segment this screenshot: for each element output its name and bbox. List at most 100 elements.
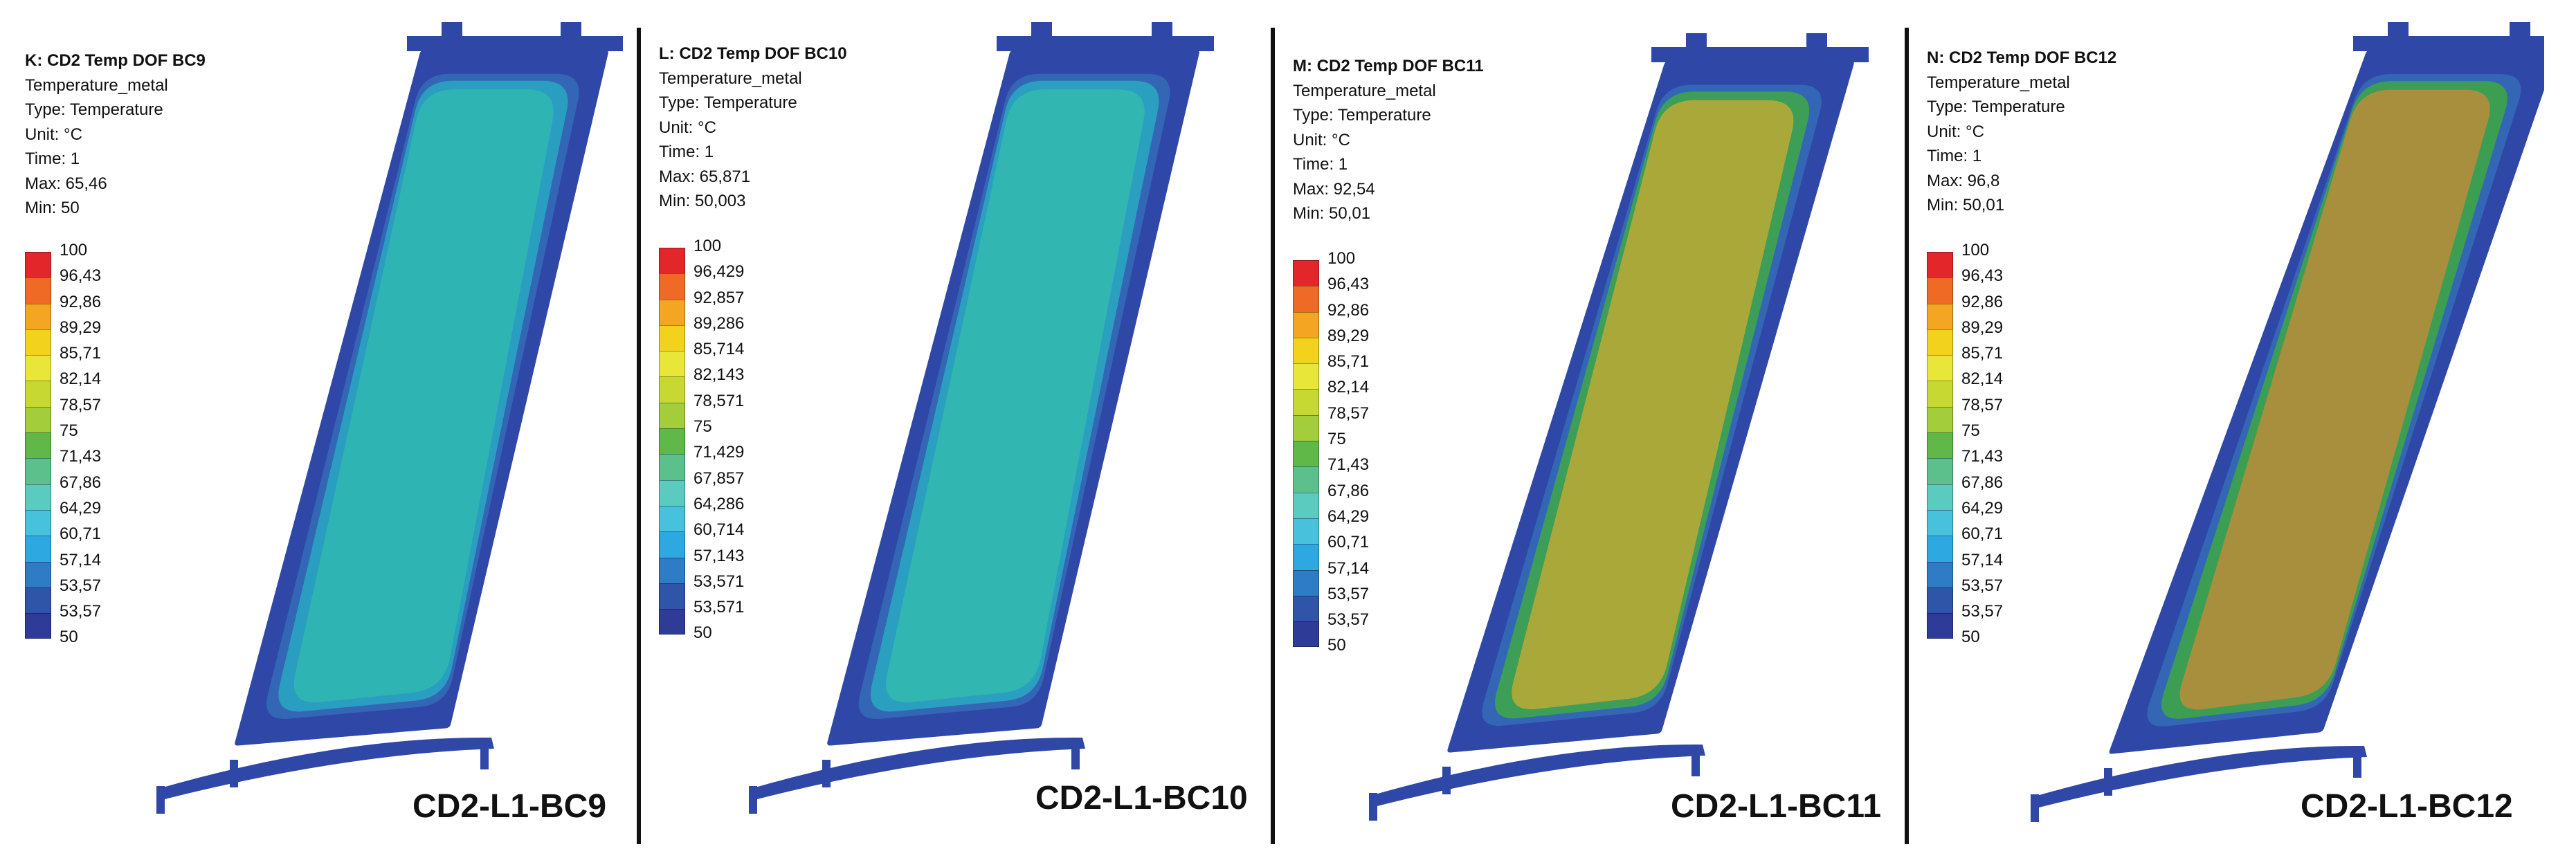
case-label: CD2-L1-BC9 bbox=[412, 788, 607, 825]
legend-tick-label: 53,57 bbox=[1327, 584, 1370, 603]
legend-tick-label: 57,14 bbox=[1961, 550, 2004, 569]
legend-tick-label: 71,429 bbox=[693, 443, 745, 462]
blade-tip-cap bbox=[2353, 36, 2544, 51]
legend-swatch bbox=[25, 509, 51, 536]
result-time: Time: 1 bbox=[659, 143, 714, 161]
legend-swatch bbox=[25, 458, 51, 484]
legend-swatch bbox=[1293, 544, 1319, 570]
blade-contour-plot[interactable] bbox=[0, 0, 637, 858]
legend-swatch bbox=[1927, 561, 1953, 587]
legend-swatch bbox=[1927, 406, 1953, 433]
case-label: CD2-L1-BC12 bbox=[2301, 788, 2513, 825]
legend-tick-label: 75 bbox=[60, 421, 78, 441]
legend-swatch bbox=[1927, 458, 1953, 484]
legend-swatch bbox=[25, 277, 51, 304]
legend-tick-label: 57,143 bbox=[693, 546, 745, 565]
blade-root-foot-mid bbox=[230, 760, 238, 787]
legend-tick-label: 57,14 bbox=[1327, 558, 1370, 578]
legend-tick-label: 82,14 bbox=[60, 369, 102, 389]
legend-tick-label: 96,43 bbox=[60, 266, 102, 286]
result-panel-3: M: CD2 Temp DOF BC11 Temperature_metal Typ… bbox=[1273, 0, 1910, 858]
legend-tick-label: 92,86 bbox=[60, 292, 102, 311]
legend-tick-label: 100 bbox=[1961, 241, 1990, 259]
legend-swatch bbox=[1927, 587, 1953, 614]
legend-tick-label: 96,43 bbox=[1327, 275, 1370, 294]
legend-tick-label-min: 50 bbox=[60, 628, 78, 647]
result-min: Min: 50,01 bbox=[1293, 204, 1371, 223]
result-unit: Unit: °C bbox=[1293, 130, 1350, 149]
legend-tick-label: 60,71 bbox=[60, 524, 102, 544]
result-type: Type: Temperature bbox=[1293, 106, 1431, 125]
legend-tick-label: 85,71 bbox=[1961, 344, 2004, 363]
blade-contour-center bbox=[312, 98, 537, 694]
legend-tick-label: 92,857 bbox=[693, 288, 745, 307]
legend-tick-label: 64,29 bbox=[1961, 498, 2004, 518]
result-min: Min: 50,003 bbox=[659, 192, 746, 210]
blade-contour-center bbox=[1531, 109, 1775, 701]
blade-tip-tab-right bbox=[561, 22, 581, 37]
legend-swatch bbox=[25, 536, 51, 562]
legend-tick-label: 89,29 bbox=[60, 318, 102, 337]
blade-contour-center bbox=[904, 98, 1128, 694]
result-type: Type: Temperature bbox=[1927, 98, 2065, 116]
legend-tick-label: 100 bbox=[693, 237, 722, 255]
result-header: L: CD2 Temp DOF BC10 Temperature_metal Typ… bbox=[659, 42, 847, 214]
blade-root-platform bbox=[1370, 744, 1705, 807]
result-min: Min: 50,01 bbox=[1927, 196, 2005, 214]
result-unit: Unit: °C bbox=[659, 118, 716, 137]
blade-contour-plot[interactable] bbox=[640, 0, 1276, 858]
legend-swatch bbox=[659, 557, 685, 583]
legend-tick-label: 53,57 bbox=[1961, 576, 2004, 595]
result-variable: Temperature_metal bbox=[1927, 73, 2070, 92]
legend-swatch bbox=[1927, 484, 1953, 510]
legend-tick-label: 60,71 bbox=[1327, 533, 1370, 552]
blade-contour-plot[interactable] bbox=[1907, 0, 2544, 858]
blade-contour-plot[interactable] bbox=[1273, 0, 1910, 858]
result-title: L: CD2 Temp DOF BC10 bbox=[659, 44, 847, 63]
result-time: Time: 1 bbox=[25, 149, 80, 168]
legend-swatch bbox=[1293, 518, 1319, 545]
legend-swatch bbox=[1927, 381, 1953, 407]
legend-tick-label-min: 50 bbox=[1327, 636, 1346, 655]
legend-tick-label: 53,571 bbox=[693, 572, 745, 591]
legend-tick-label: 64,29 bbox=[1327, 506, 1370, 526]
legend-swatch bbox=[25, 355, 51, 381]
blade-root-foot-mid bbox=[1442, 767, 1451, 794]
legend-tick-label: 60,714 bbox=[693, 520, 745, 540]
legend-tick-label: 78,57 bbox=[1961, 395, 2004, 414]
blade-tip-cap bbox=[997, 36, 1214, 51]
legend-tick-label: 89,286 bbox=[693, 313, 745, 333]
legend-swatch bbox=[25, 587, 51, 614]
blade-root-foot-left bbox=[156, 786, 165, 814]
result-min: Min: 50 bbox=[25, 199, 80, 217]
legend-swatch bbox=[659, 273, 685, 300]
legend-tick-label: 67,86 bbox=[1327, 481, 1370, 500]
legend-swatch bbox=[659, 531, 685, 558]
blade-tip-tab-right bbox=[1152, 22, 1172, 37]
blade-root-foot-mid bbox=[822, 760, 831, 787]
legend-tick-label: 53,57 bbox=[60, 576, 102, 595]
legend-tick-label: 53,57 bbox=[1327, 610, 1370, 630]
legend-tick-label: 85,71 bbox=[1327, 352, 1370, 372]
legend-tick-label: 75 bbox=[1327, 430, 1346, 449]
legend-tick-label: 60,71 bbox=[1961, 524, 2004, 544]
legend-swatch bbox=[1293, 363, 1319, 390]
panel-divider-3 bbox=[1905, 28, 1909, 844]
result-panel-4: N: CD2 Temp DOF BC12 Temperature_metal Typ… bbox=[1907, 0, 2544, 858]
blade-root-platform bbox=[158, 737, 494, 800]
case-label: CD2-L1-BC11 bbox=[1671, 788, 1882, 825]
result-panel-1: K: CD2 Temp DOF BC9 Temperature_metal Type… bbox=[0, 0, 637, 858]
legend-swatch bbox=[1293, 492, 1319, 518]
legend-swatch bbox=[659, 351, 685, 377]
legend-swatch bbox=[1927, 355, 1953, 381]
legend-swatch bbox=[1293, 260, 1319, 286]
legend-tick-label: 89,29 bbox=[1961, 318, 2004, 337]
panel-divider-2 bbox=[1271, 28, 1275, 844]
result-type: Type: Temperature bbox=[659, 93, 797, 112]
legend-swatch bbox=[1293, 466, 1319, 493]
legend-swatch bbox=[1927, 252, 1953, 278]
result-header: K: CD2 Temp DOF BC9 Temperature_metal Type… bbox=[25, 48, 206, 221]
result-time: Time: 1 bbox=[1293, 155, 1348, 174]
legend-swatch bbox=[25, 303, 51, 329]
legend-swatch bbox=[659, 454, 685, 480]
